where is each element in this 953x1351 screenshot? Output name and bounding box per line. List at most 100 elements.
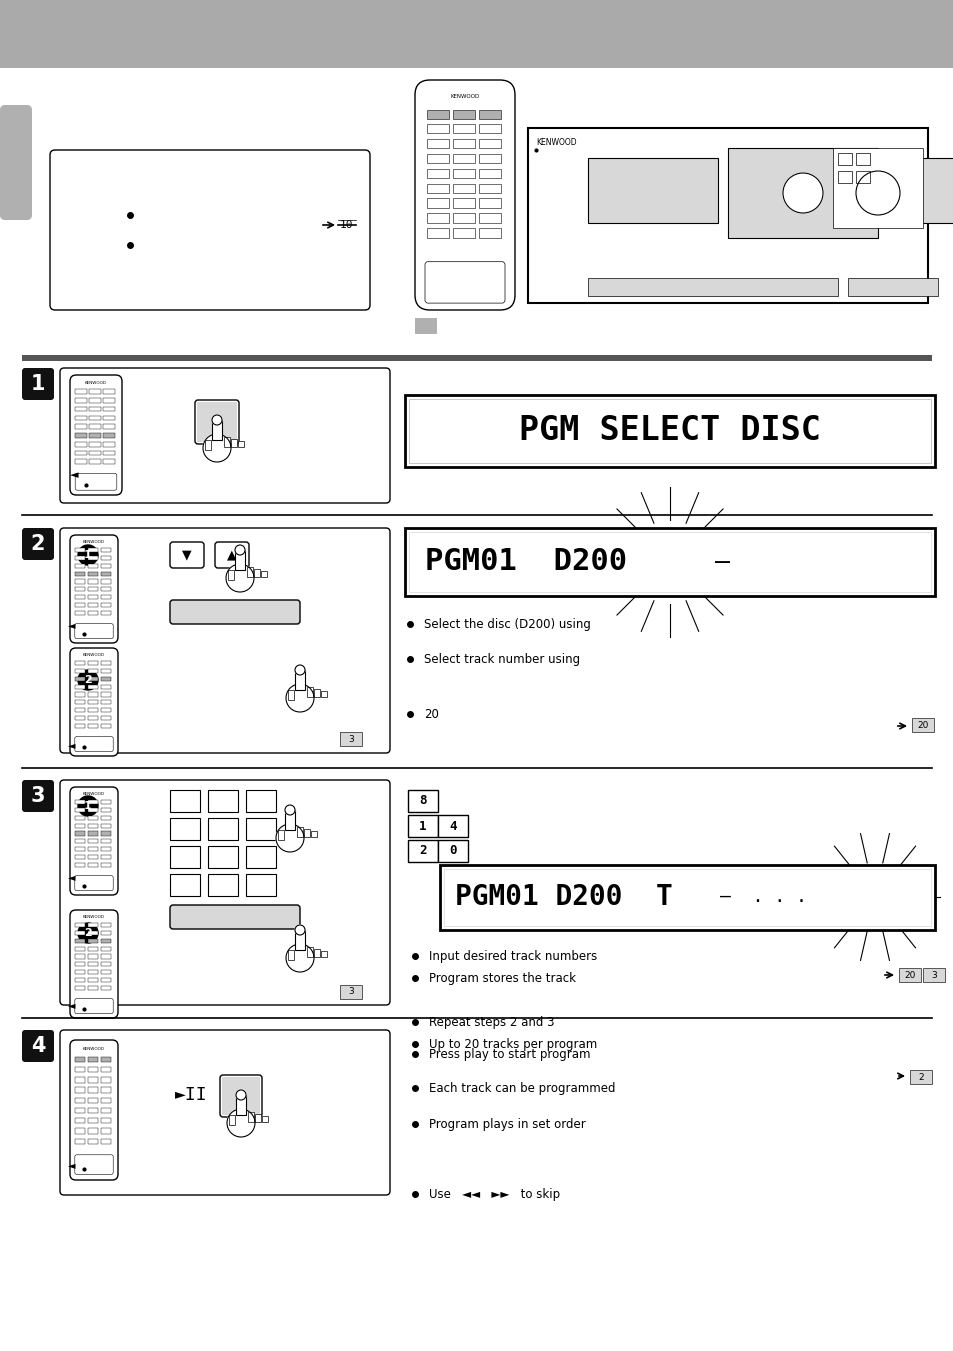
Bar bbox=[832, 149, 923, 228]
Bar bbox=[88, 824, 98, 828]
FancyBboxPatch shape bbox=[75, 473, 116, 490]
Bar bbox=[88, 1097, 98, 1102]
Bar bbox=[88, 800, 98, 804]
Bar bbox=[409, 399, 930, 463]
Bar bbox=[74, 724, 85, 728]
Text: ▼: ▼ bbox=[182, 549, 192, 562]
Bar bbox=[170, 817, 200, 840]
Bar bbox=[103, 399, 114, 403]
Bar bbox=[294, 670, 305, 690]
Bar bbox=[90, 416, 101, 420]
Bar bbox=[453, 199, 475, 208]
FancyBboxPatch shape bbox=[22, 780, 54, 812]
Circle shape bbox=[855, 172, 899, 215]
Bar bbox=[248, 1112, 253, 1121]
FancyBboxPatch shape bbox=[214, 542, 249, 567]
Bar bbox=[101, 669, 112, 673]
Text: —  . . .: — . . . bbox=[720, 888, 806, 907]
Bar bbox=[837, 172, 851, 182]
FancyBboxPatch shape bbox=[170, 542, 204, 567]
Bar bbox=[88, 603, 98, 607]
Bar bbox=[74, 816, 85, 820]
Bar bbox=[90, 434, 101, 438]
Bar bbox=[222, 1077, 260, 1115]
Bar bbox=[855, 172, 869, 182]
Text: Use   ◄◄   ►►   to skip: Use ◄◄ ►► to skip bbox=[429, 1188, 559, 1201]
Bar bbox=[405, 394, 934, 467]
Bar bbox=[208, 846, 237, 867]
Bar bbox=[101, 855, 112, 859]
FancyBboxPatch shape bbox=[22, 367, 54, 400]
Circle shape bbox=[294, 665, 305, 676]
Bar bbox=[88, 978, 98, 982]
FancyBboxPatch shape bbox=[50, 150, 370, 309]
Bar bbox=[101, 677, 112, 681]
Bar bbox=[88, 669, 98, 673]
Text: 20: 20 bbox=[423, 708, 438, 721]
Bar bbox=[101, 1088, 112, 1093]
Bar bbox=[587, 158, 718, 223]
Text: 3: 3 bbox=[348, 735, 354, 743]
Bar bbox=[74, 939, 85, 943]
Bar bbox=[101, 685, 112, 689]
Bar bbox=[88, 923, 98, 927]
Text: Program stores the track: Program stores the track bbox=[429, 971, 576, 985]
Text: 0: 0 bbox=[449, 844, 456, 858]
Bar bbox=[88, 1119, 98, 1124]
Circle shape bbox=[234, 544, 245, 555]
Bar bbox=[478, 154, 500, 163]
FancyBboxPatch shape bbox=[60, 1029, 390, 1196]
Bar bbox=[101, 923, 112, 927]
Text: ►II: ►II bbox=[174, 1086, 208, 1104]
Bar bbox=[212, 420, 222, 440]
Text: Program plays in set order: Program plays in set order bbox=[429, 1119, 585, 1131]
Bar bbox=[88, 1139, 98, 1144]
Bar bbox=[74, 588, 85, 592]
Text: 1: 1 bbox=[30, 374, 45, 394]
Bar bbox=[304, 830, 310, 838]
Bar bbox=[415, 317, 436, 334]
FancyBboxPatch shape bbox=[22, 528, 54, 561]
Bar bbox=[254, 1115, 261, 1121]
Bar bbox=[88, 970, 98, 974]
Bar bbox=[103, 416, 114, 420]
Bar bbox=[898, 969, 920, 982]
Bar bbox=[74, 847, 85, 851]
Bar bbox=[231, 439, 236, 447]
Bar bbox=[88, 588, 98, 592]
Bar bbox=[320, 951, 327, 957]
Bar bbox=[74, 800, 85, 804]
FancyBboxPatch shape bbox=[194, 400, 239, 444]
Text: 2: 2 bbox=[84, 676, 91, 685]
Bar bbox=[74, 669, 85, 673]
FancyBboxPatch shape bbox=[70, 1040, 118, 1179]
Bar bbox=[427, 199, 449, 208]
Bar bbox=[74, 955, 85, 959]
Bar bbox=[88, 1128, 98, 1133]
Text: ◄: ◄ bbox=[68, 1000, 75, 1011]
Bar bbox=[339, 985, 361, 998]
Bar bbox=[101, 1067, 112, 1073]
Bar bbox=[478, 124, 500, 132]
Bar bbox=[253, 569, 260, 577]
Bar bbox=[74, 677, 85, 681]
Bar bbox=[453, 154, 475, 163]
Bar bbox=[170, 790, 200, 812]
Bar bbox=[478, 109, 500, 119]
Text: 3: 3 bbox=[30, 786, 45, 807]
FancyBboxPatch shape bbox=[70, 376, 122, 494]
Bar bbox=[101, 955, 112, 959]
Bar bbox=[101, 661, 112, 665]
Text: KENWOOD: KENWOOD bbox=[83, 1047, 105, 1051]
FancyBboxPatch shape bbox=[22, 1029, 54, 1062]
Circle shape bbox=[235, 1090, 246, 1100]
Bar bbox=[74, 700, 85, 704]
Bar bbox=[453, 213, 475, 223]
Bar bbox=[74, 555, 85, 559]
FancyBboxPatch shape bbox=[0, 105, 32, 220]
Bar bbox=[0, 0, 953, 68]
Text: 3: 3 bbox=[930, 970, 936, 979]
Bar bbox=[234, 550, 245, 570]
Circle shape bbox=[286, 944, 314, 971]
FancyBboxPatch shape bbox=[70, 648, 118, 757]
